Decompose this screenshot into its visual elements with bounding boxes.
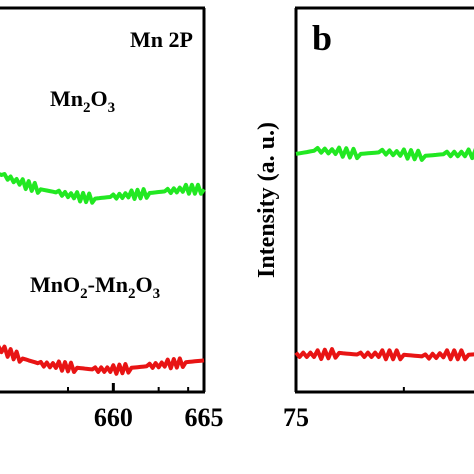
x-tick-label: 665 <box>185 403 224 432</box>
series-line <box>0 172 206 205</box>
series-line <box>0 344 205 376</box>
x-tick-label: 75 <box>283 403 309 432</box>
panel-b-ticks: 75 <box>187 383 405 432</box>
panel-b: 75 b Intensity (a. u.) <box>187 6 474 432</box>
x-tick-label: 660 <box>94 403 133 432</box>
series-label-mn2o3: Mn2O3 <box>50 86 115 116</box>
series-label-mno2-mn2o3: MnO2-Mn2O3 <box>30 272 160 302</box>
panel-a-ticks: 660 665 <box>67 383 224 432</box>
panel-a-annotation: Mn 2P <box>130 27 193 52</box>
panel-a: 660 665 Mn 2P Mn2O3 MnO2-Mn2O3 <box>0 6 224 432</box>
panel-b-label: b <box>312 18 332 58</box>
series-line <box>294 347 474 362</box>
panel-b-series <box>294 145 474 362</box>
y-axis-label: Intensity (a. u.) <box>254 122 280 278</box>
panel-a-series <box>0 172 206 376</box>
series-line <box>295 145 474 162</box>
